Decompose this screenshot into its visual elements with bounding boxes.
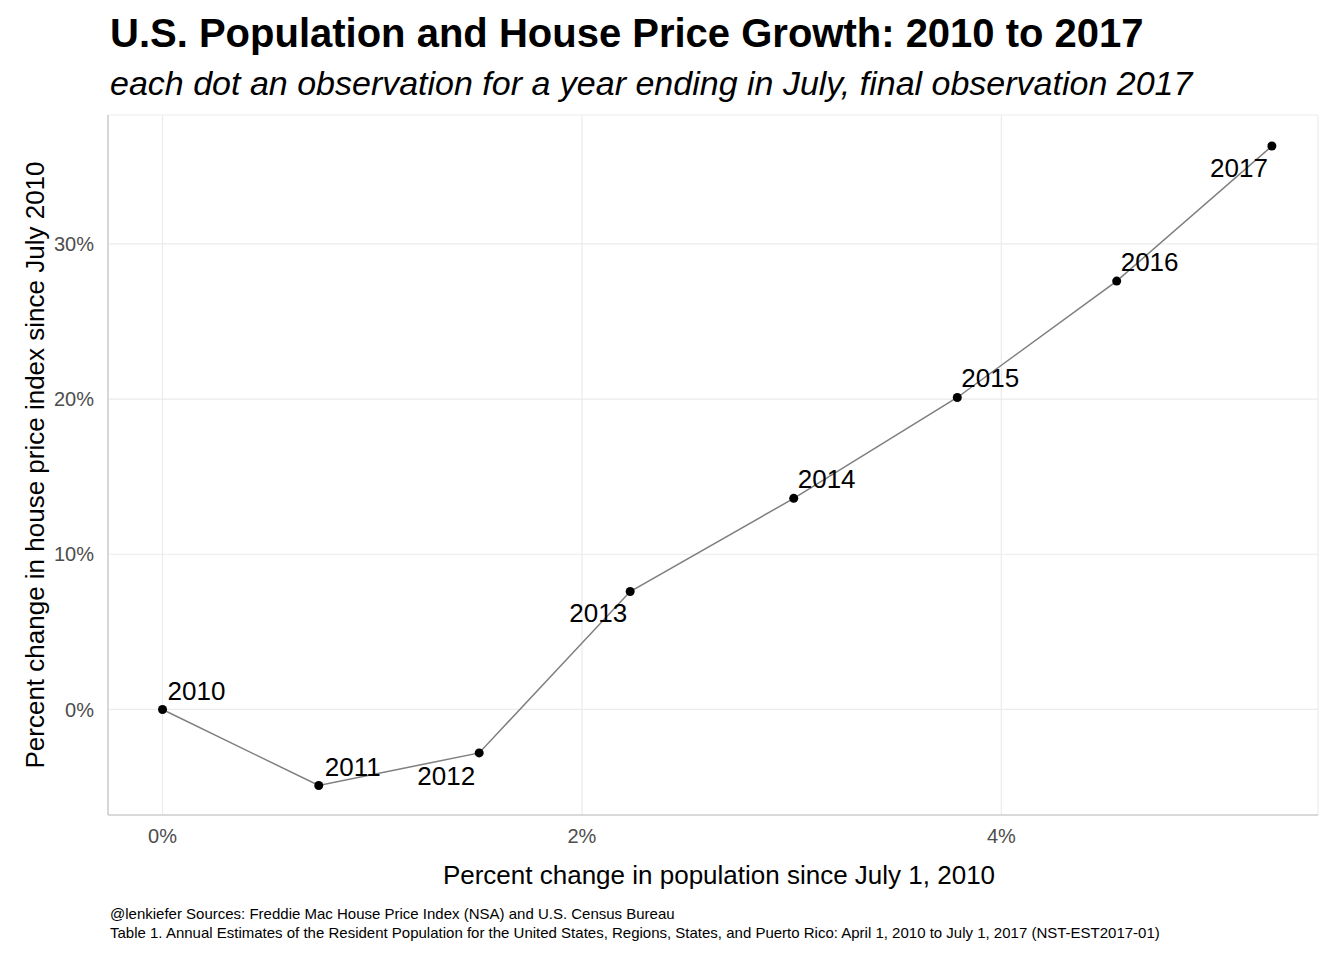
svg-text:2016: 2016 [1121,247,1179,277]
svg-text:30%: 30% [54,233,94,255]
svg-text:2015: 2015 [961,363,1019,393]
svg-text:U.S. Population and House Pric: U.S. Population and House Price Growth: … [110,11,1144,55]
svg-text:Table 1. Annual Estimates of t: Table 1. Annual Estimates of the Residen… [110,924,1160,941]
svg-text:2012: 2012 [417,761,475,791]
svg-text:0%: 0% [148,825,177,847]
svg-text:20%: 20% [54,388,94,410]
svg-text:2%: 2% [567,825,596,847]
svg-text:2013: 2013 [569,598,627,628]
svg-text:2010: 2010 [168,676,226,706]
svg-text:Percent change in house price: Percent change in house price index sinc… [20,161,50,768]
svg-text:10%: 10% [54,543,94,565]
svg-text:each dot an observation for a: each dot an observation for a year endin… [110,64,1193,102]
svg-text:2017: 2017 [1210,153,1268,183]
svg-text:2014: 2014 [798,464,856,494]
svg-text:Percent change in population s: Percent change in population since July … [443,860,995,890]
svg-text:2011: 2011 [325,752,381,782]
svg-text:@lenkiefer Sources: Freddie Ma: @lenkiefer Sources: Freddie Mac House Pr… [110,905,675,922]
svg-text:0%: 0% [65,699,94,721]
svg-text:4%: 4% [987,825,1016,847]
